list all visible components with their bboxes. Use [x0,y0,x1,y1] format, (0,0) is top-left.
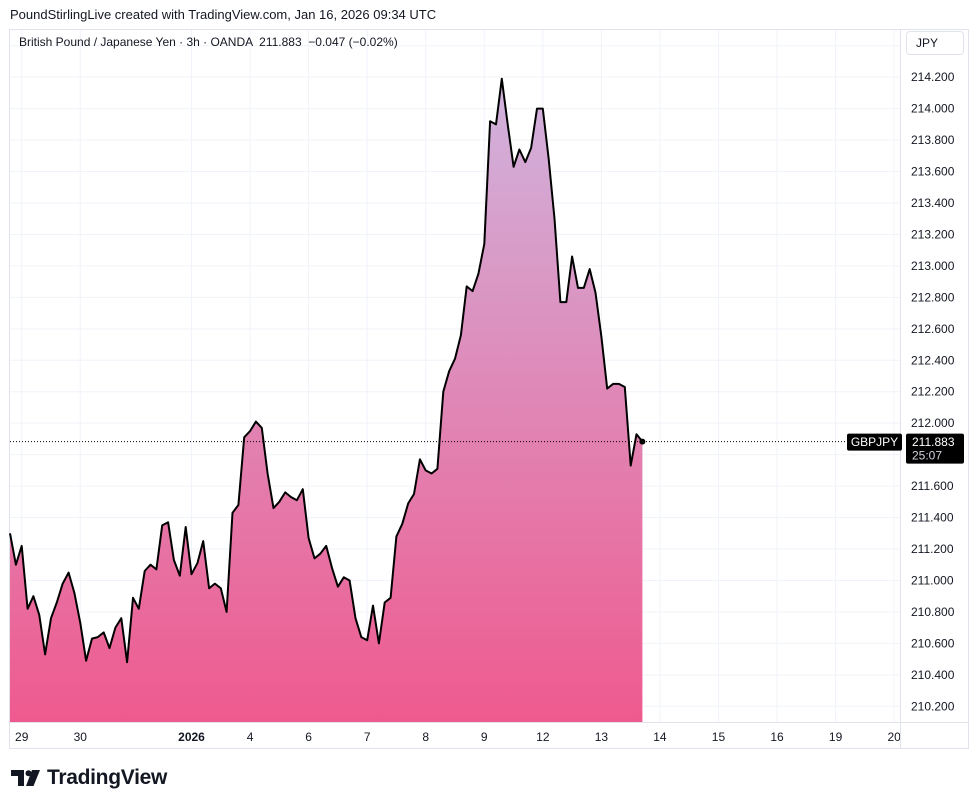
y-tick-label: 211.400 [911,511,954,525]
last-price-marker [639,438,646,445]
x-tick-label: 4 [247,730,254,744]
tradingview-logo-icon [11,770,40,786]
x-tick-label: 2026 [178,730,205,744]
series-line [9,77,644,664]
x-tick-label: 16 [770,730,784,744]
chart-frame [9,29,969,749]
y-tick-label: 213.000 [911,259,955,273]
x-tick-label: 8 [422,730,429,744]
symbol-tag-label: GBPJPY [851,435,898,449]
tradingview-logo[interactable]: TradingView [11,766,167,790]
currency-button[interactable]: JPY [906,31,964,55]
y-tick-label: 210.400 [911,668,955,682]
chart-credit: PoundStirlingLive created with TradingVi… [10,7,437,22]
y-tick-label: 213.800 [911,133,955,147]
y-tick-label: 213.200 [911,227,955,241]
y-tick-label: 210.600 [911,636,955,650]
y-tick-label: 212.400 [911,353,955,367]
y-tick-label: 212.200 [911,385,955,399]
series-area [9,77,900,723]
y-tick-label: 211.200 [911,542,954,556]
price-tag-value: 211.883 [912,435,955,449]
x-tick-label: 13 [595,730,609,744]
y-tick-label: 214.000 [911,102,955,116]
series-area-fill [10,78,643,723]
x-tick-label: 12 [536,730,550,744]
x-tick-label: 9 [481,730,488,744]
symbol-tag-bg [847,433,902,451]
x-tick-label: 7 [364,730,371,744]
y-tick-label: 212.800 [911,290,955,304]
y-tick-label: 212.000 [911,416,955,430]
symbol-legend[interactable]: British Pound / Japanese Yen · 3h · OAND… [19,35,398,49]
x-tick-label: 30 [74,730,88,744]
price-tag-countdown: 25:07 [912,449,942,463]
y-tick-label: 211.600 [911,479,954,493]
y-tick-label: 210.800 [911,605,955,619]
y-tick-label: 213.400 [911,196,955,210]
y-tick-label: 210.200 [911,699,955,713]
tradingview-logo-text: TradingView [47,766,168,789]
x-tick-label: 29 [15,730,29,744]
x-tick-label: 15 [712,730,726,744]
x-tick-label: 14 [653,730,667,744]
y-tick-label: 212.600 [911,322,955,336]
price-tag-bg [906,433,964,464]
x-tick-label: 20 [887,730,901,744]
x-tick-label: 6 [305,730,312,744]
y-tick-label: 211.000 [911,573,954,587]
y-tick-label: 213.600 [911,165,955,179]
y-tick-label: 214.200 [911,70,955,84]
x-tick-label: 19 [829,730,843,744]
axes: 214.400214.200214.000213.800213.600213.4… [10,30,968,748]
